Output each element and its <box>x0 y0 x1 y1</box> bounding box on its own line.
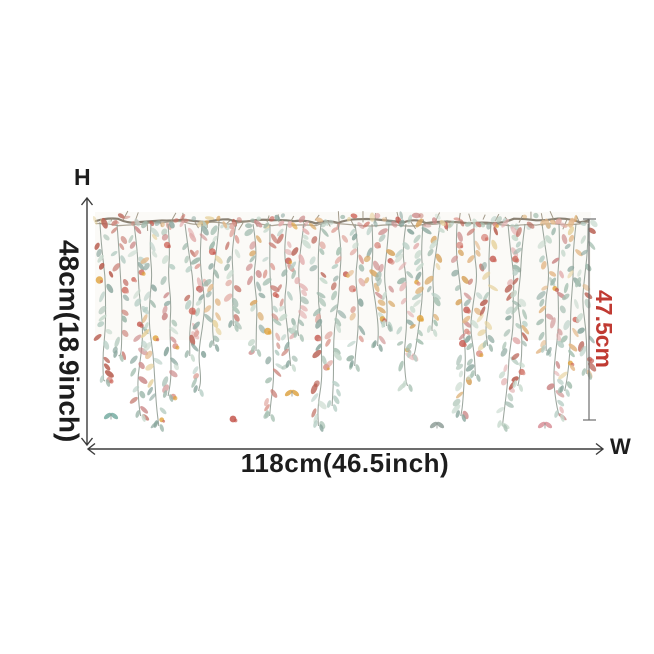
width-dimension-arrow <box>86 442 605 456</box>
strands <box>93 217 598 432</box>
width-axis-label: W <box>610 434 631 459</box>
drop-dimension-line <box>583 218 596 421</box>
drop-dimension-label: 47.5cm <box>591 290 618 369</box>
height-axis-label: H <box>74 164 91 190</box>
height-dimension-label: 48cm(18.9inch) <box>53 240 85 443</box>
width-dimension-label: 118cm(46.5inch) <box>240 448 450 478</box>
butterflies <box>103 389 553 429</box>
height-dimension-arrow <box>80 196 94 447</box>
